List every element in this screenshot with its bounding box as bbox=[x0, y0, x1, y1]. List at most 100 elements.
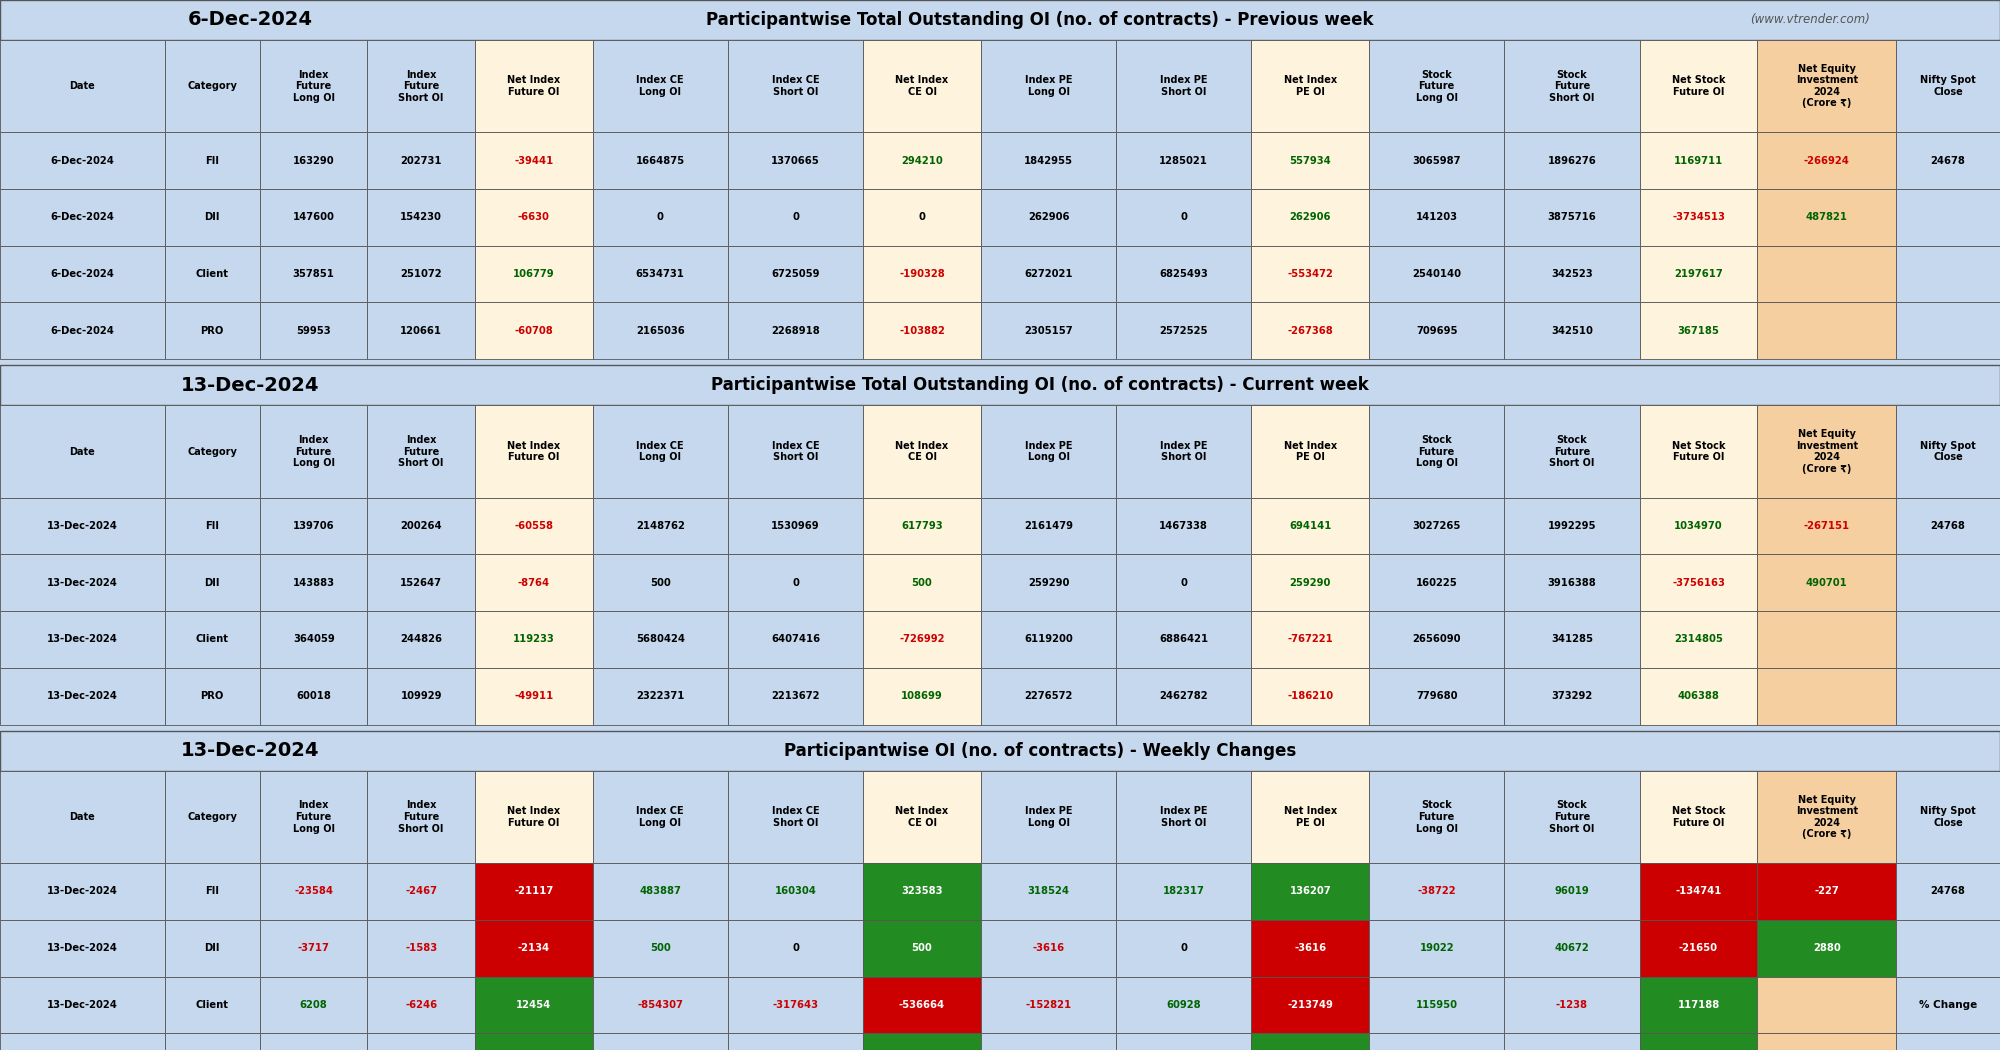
Bar bbox=[864, 40, 980, 132]
Bar bbox=[1252, 611, 1370, 668]
Bar bbox=[1896, 611, 2000, 668]
Bar bbox=[592, 554, 728, 611]
Text: 1530969: 1530969 bbox=[772, 521, 820, 531]
Bar bbox=[474, 405, 592, 498]
Bar bbox=[1758, 611, 1896, 668]
Bar bbox=[1370, 668, 1504, 724]
Bar bbox=[1758, 132, 1896, 189]
Text: 2276572: 2276572 bbox=[1024, 691, 1072, 701]
Bar bbox=[1640, 611, 1758, 668]
Text: 163290: 163290 bbox=[292, 155, 334, 166]
Text: 367185: 367185 bbox=[1678, 326, 1720, 336]
Text: 141203: 141203 bbox=[1416, 212, 1458, 223]
Bar bbox=[728, 554, 864, 611]
Bar bbox=[1640, 498, 1758, 554]
Bar bbox=[0, 863, 164, 920]
Bar bbox=[728, 863, 864, 920]
Bar bbox=[1504, 40, 1640, 132]
Text: 259290: 259290 bbox=[1028, 578, 1070, 588]
Bar bbox=[980, 771, 1116, 863]
Bar bbox=[164, 1033, 260, 1050]
Bar bbox=[728, 976, 864, 1033]
Text: (www.vtrender.com): (www.vtrender.com) bbox=[1750, 14, 1870, 26]
Bar bbox=[1758, 498, 1896, 554]
Text: 6-Dec-2024: 6-Dec-2024 bbox=[188, 10, 312, 29]
Bar bbox=[1758, 1033, 1896, 1050]
Text: 500: 500 bbox=[650, 943, 670, 953]
Bar bbox=[1252, 863, 1370, 920]
Bar bbox=[1896, 863, 2000, 920]
Text: -103882: -103882 bbox=[900, 326, 944, 336]
Text: 152647: 152647 bbox=[400, 578, 442, 588]
Bar bbox=[1504, 498, 1640, 554]
Text: 2880: 2880 bbox=[1812, 943, 1840, 953]
Bar bbox=[164, 40, 260, 132]
Text: Nifty Spot
Close: Nifty Spot Close bbox=[1920, 806, 1976, 827]
Bar bbox=[1896, 132, 2000, 189]
Text: 60018: 60018 bbox=[296, 691, 332, 701]
Bar bbox=[1758, 920, 1896, 976]
Text: 2165036: 2165036 bbox=[636, 326, 684, 336]
Bar bbox=[1116, 920, 1252, 976]
Text: Index
Future
Short OI: Index Future Short OI bbox=[398, 435, 444, 468]
Bar bbox=[1896, 40, 2000, 132]
Text: -213749: -213749 bbox=[1288, 1000, 1334, 1010]
Bar bbox=[1116, 302, 1252, 359]
Bar bbox=[368, 554, 474, 611]
Bar bbox=[1504, 189, 1640, 246]
Bar bbox=[368, 302, 474, 359]
Bar bbox=[0, 189, 164, 246]
Text: Client: Client bbox=[196, 269, 228, 279]
Bar bbox=[1640, 920, 1758, 976]
Text: 487821: 487821 bbox=[1806, 212, 1848, 223]
Text: 2572525: 2572525 bbox=[1160, 326, 1208, 336]
Bar bbox=[368, 498, 474, 554]
Text: Index
Future
Long OI: Index Future Long OI bbox=[292, 69, 334, 103]
Text: Participantwise OI (no. of contracts) - Weekly Changes: Participantwise OI (no. of contracts) - … bbox=[784, 741, 1296, 760]
Text: -190328: -190328 bbox=[900, 269, 944, 279]
Text: Category: Category bbox=[188, 446, 238, 457]
Bar bbox=[474, 668, 592, 724]
Text: 1992295: 1992295 bbox=[1548, 521, 1596, 531]
Bar bbox=[0, 302, 164, 359]
Text: 3065987: 3065987 bbox=[1412, 155, 1460, 166]
Bar bbox=[164, 863, 260, 920]
Text: 294210: 294210 bbox=[902, 155, 942, 166]
Text: 202731: 202731 bbox=[400, 155, 442, 166]
Text: 13-Dec-2024: 13-Dec-2024 bbox=[46, 521, 118, 531]
Text: Index PE
Long OI: Index PE Long OI bbox=[1024, 76, 1072, 97]
Text: Net Equity
Investment
2024
(Crore ₹): Net Equity Investment 2024 (Crore ₹) bbox=[1796, 795, 1858, 839]
Bar bbox=[1896, 668, 2000, 724]
Text: 160304: 160304 bbox=[774, 886, 816, 897]
Bar bbox=[1758, 405, 1896, 498]
Bar bbox=[368, 132, 474, 189]
Bar bbox=[1896, 920, 2000, 976]
Bar bbox=[474, 1033, 592, 1050]
Bar bbox=[728, 611, 864, 668]
Text: 5680424: 5680424 bbox=[636, 634, 684, 645]
Bar bbox=[1504, 554, 1640, 611]
Text: -49911: -49911 bbox=[514, 691, 554, 701]
Bar bbox=[864, 302, 980, 359]
Bar bbox=[728, 246, 864, 302]
Bar bbox=[164, 976, 260, 1033]
Bar bbox=[260, 611, 368, 668]
Text: 2540140: 2540140 bbox=[1412, 269, 1462, 279]
Bar bbox=[864, 863, 980, 920]
Text: Index
Future
Short OI: Index Future Short OI bbox=[398, 800, 444, 834]
Bar bbox=[1758, 246, 1896, 302]
Bar bbox=[0, 365, 2000, 405]
Text: Index CE
Short OI: Index CE Short OI bbox=[772, 806, 820, 827]
Text: 1034970: 1034970 bbox=[1674, 521, 1722, 531]
Text: Index CE
Long OI: Index CE Long OI bbox=[636, 806, 684, 827]
Bar bbox=[1252, 668, 1370, 724]
Text: 557934: 557934 bbox=[1290, 155, 1332, 166]
Bar bbox=[164, 920, 260, 976]
Bar bbox=[864, 611, 980, 668]
Text: 357851: 357851 bbox=[292, 269, 334, 279]
Text: Stock
Future
Long OI: Stock Future Long OI bbox=[1416, 435, 1458, 468]
Text: 1370665: 1370665 bbox=[772, 155, 820, 166]
Text: 500: 500 bbox=[650, 578, 670, 588]
Text: 6825493: 6825493 bbox=[1160, 269, 1208, 279]
Text: 2462782: 2462782 bbox=[1160, 691, 1208, 701]
